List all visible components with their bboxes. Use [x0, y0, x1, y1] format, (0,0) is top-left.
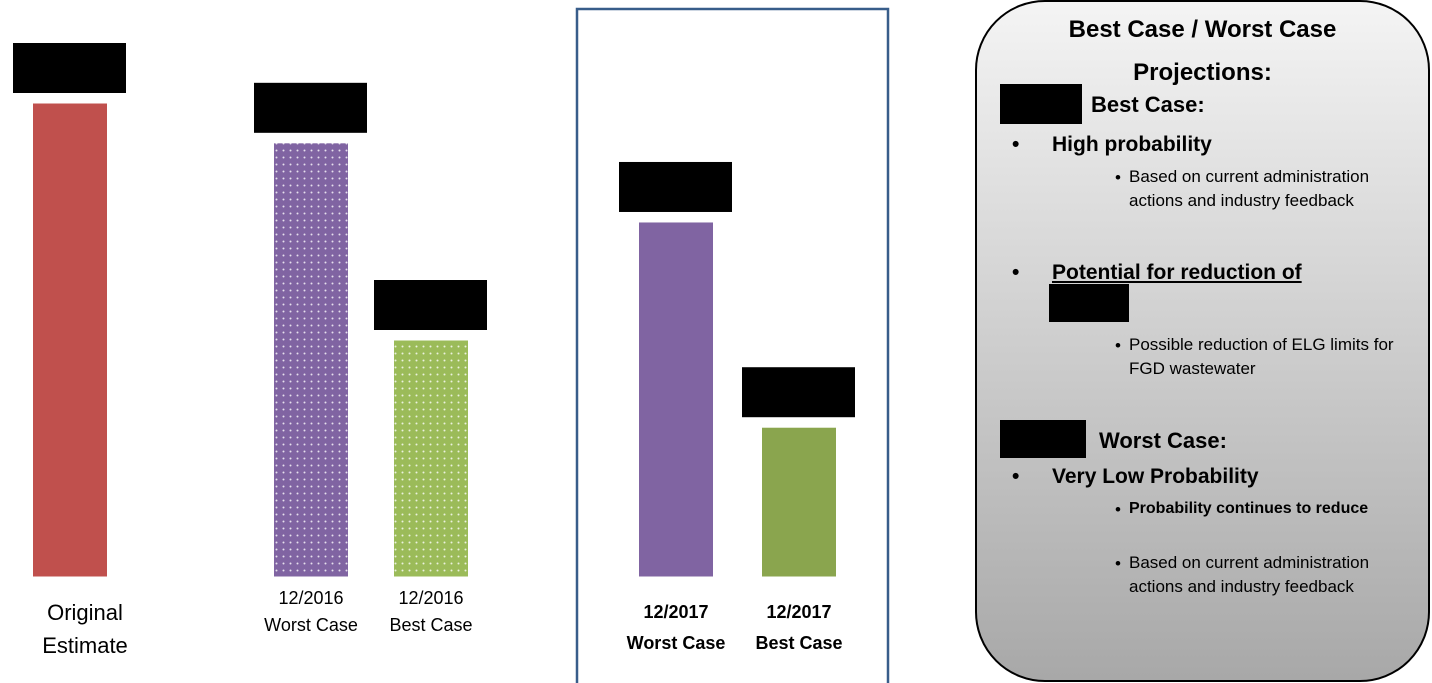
- redaction: [1000, 84, 1082, 124]
- section-heading: Worst Case:: [1099, 428, 1227, 453]
- bar-pattern: [273, 142, 349, 578]
- subitem: Based on current administration actions …: [1129, 553, 1370, 596]
- redaction: [742, 367, 855, 418]
- bullet: •: [1115, 500, 1121, 519]
- redaction: [13, 43, 126, 93]
- bar: [761, 426, 837, 578]
- redaction: [374, 280, 487, 330]
- bullet: •: [1012, 133, 1020, 156]
- bullet: •: [1012, 261, 1020, 284]
- item: Very Low Probability: [1052, 465, 1259, 488]
- category-label: Original Estimate: [42, 600, 128, 658]
- redaction: [1000, 420, 1086, 458]
- bullet: •: [1115, 336, 1121, 355]
- bar: [638, 221, 714, 578]
- category-label: 12/2017 Worst Case: [626, 602, 726, 653]
- chart: [13, 7, 890, 683]
- category-label: 12/2016 Best Case: [389, 588, 473, 635]
- subitem: Probability continues to reduce: [1129, 500, 1369, 517]
- redaction: [1049, 284, 1129, 322]
- bullet: •: [1012, 465, 1020, 488]
- highlight-frame: [575, 7, 890, 683]
- redaction: [619, 161, 732, 212]
- redaction: [254, 82, 367, 133]
- category-label: 12/2016 Worst Case: [264, 588, 358, 635]
- bar: [32, 102, 108, 578]
- section-heading: Best Case:: [1091, 92, 1205, 117]
- bullet: •: [1115, 554, 1121, 573]
- subitem: Based on current administration actions …: [1129, 167, 1370, 210]
- projection-panel: Best Case / Worst Case Projections: Best…: [975, 0, 1430, 682]
- item: Potential for reduction of: [1052, 261, 1302, 284]
- bullet: •: [1115, 168, 1121, 187]
- subitem: Possible reduction of ELG limits for FGD…: [1129, 335, 1394, 378]
- item: High probability: [1052, 133, 1212, 156]
- bar-pattern: [393, 340, 469, 577]
- panel-title: Best Case / Worst Case Projections:: [1068, 16, 1337, 86]
- category-label: 12/2017 Best Case: [755, 602, 843, 653]
